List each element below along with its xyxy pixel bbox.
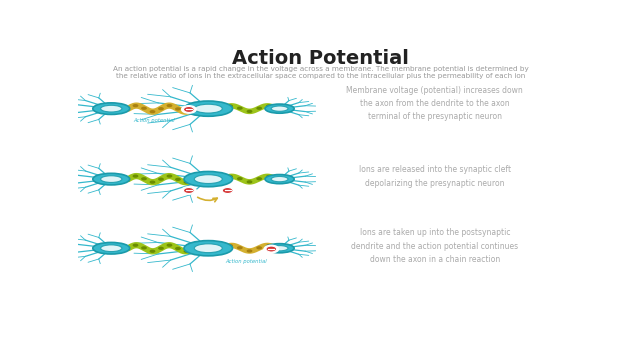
Circle shape bbox=[133, 175, 138, 178]
Circle shape bbox=[222, 188, 233, 194]
Circle shape bbox=[266, 246, 277, 252]
Circle shape bbox=[150, 181, 155, 184]
Circle shape bbox=[266, 175, 272, 178]
Circle shape bbox=[237, 246, 243, 250]
Ellipse shape bbox=[184, 101, 232, 116]
Circle shape bbox=[256, 107, 262, 110]
Ellipse shape bbox=[265, 104, 294, 113]
Ellipse shape bbox=[271, 106, 288, 111]
Circle shape bbox=[141, 246, 147, 250]
Circle shape bbox=[247, 110, 252, 113]
Circle shape bbox=[183, 181, 189, 184]
Circle shape bbox=[175, 178, 181, 181]
Circle shape bbox=[181, 186, 197, 195]
Circle shape bbox=[227, 175, 233, 178]
Circle shape bbox=[158, 107, 164, 110]
Circle shape bbox=[175, 107, 181, 111]
FancyArrowPatch shape bbox=[198, 197, 217, 202]
Circle shape bbox=[181, 105, 197, 114]
Text: Action Potential: Action Potential bbox=[232, 49, 409, 68]
Ellipse shape bbox=[101, 245, 122, 252]
Ellipse shape bbox=[194, 104, 222, 113]
Circle shape bbox=[175, 247, 181, 250]
Ellipse shape bbox=[93, 173, 130, 185]
Circle shape bbox=[237, 177, 243, 180]
Text: An action potential is a rapid change in the voltage across a membrane. The memb: An action potential is a rapid change in… bbox=[113, 66, 529, 72]
Circle shape bbox=[256, 177, 262, 180]
Circle shape bbox=[158, 247, 164, 250]
Circle shape bbox=[247, 180, 252, 183]
Ellipse shape bbox=[184, 171, 232, 187]
Circle shape bbox=[167, 104, 172, 107]
Ellipse shape bbox=[194, 175, 222, 183]
Circle shape bbox=[220, 186, 235, 195]
Circle shape bbox=[256, 246, 262, 250]
Ellipse shape bbox=[101, 105, 122, 112]
Ellipse shape bbox=[93, 103, 130, 114]
Circle shape bbox=[227, 244, 233, 247]
Circle shape bbox=[133, 104, 138, 107]
Ellipse shape bbox=[184, 241, 232, 256]
Text: Membrane voltage (potential) increases down
the axon from the dendrite to the ax: Membrane voltage (potential) increases d… bbox=[346, 86, 523, 121]
Ellipse shape bbox=[265, 244, 294, 253]
Circle shape bbox=[150, 110, 155, 113]
Circle shape bbox=[237, 107, 243, 110]
Circle shape bbox=[158, 177, 164, 181]
Circle shape bbox=[266, 105, 272, 108]
Circle shape bbox=[183, 250, 189, 253]
Ellipse shape bbox=[265, 175, 294, 184]
Circle shape bbox=[264, 245, 279, 253]
Circle shape bbox=[227, 105, 233, 108]
Ellipse shape bbox=[271, 246, 288, 251]
Circle shape bbox=[266, 244, 272, 247]
Circle shape bbox=[183, 106, 194, 112]
Ellipse shape bbox=[101, 176, 122, 182]
Ellipse shape bbox=[194, 244, 222, 253]
Circle shape bbox=[247, 249, 252, 253]
Circle shape bbox=[183, 188, 194, 194]
Circle shape bbox=[150, 250, 155, 253]
Circle shape bbox=[167, 244, 172, 247]
Ellipse shape bbox=[93, 243, 130, 254]
Circle shape bbox=[141, 107, 147, 110]
Circle shape bbox=[141, 177, 147, 180]
Ellipse shape bbox=[271, 176, 288, 182]
Text: Action potential: Action potential bbox=[225, 259, 267, 264]
Text: the relative ratio of ions in the extracellular space compared to the intracellu: the relative ratio of ions in the extrac… bbox=[116, 74, 525, 80]
Circle shape bbox=[183, 110, 189, 113]
Text: Ions are taken up into the postsynaptic
dendrite and the action potential contin: Ions are taken up into the postsynaptic … bbox=[351, 228, 518, 264]
Text: Action potential: Action potential bbox=[133, 118, 175, 123]
Text: Ions are released into the synaptic cleft
depolarizing the presynaptic neuron: Ions are released into the synaptic clef… bbox=[359, 165, 511, 188]
Circle shape bbox=[133, 244, 138, 247]
Circle shape bbox=[167, 175, 172, 178]
